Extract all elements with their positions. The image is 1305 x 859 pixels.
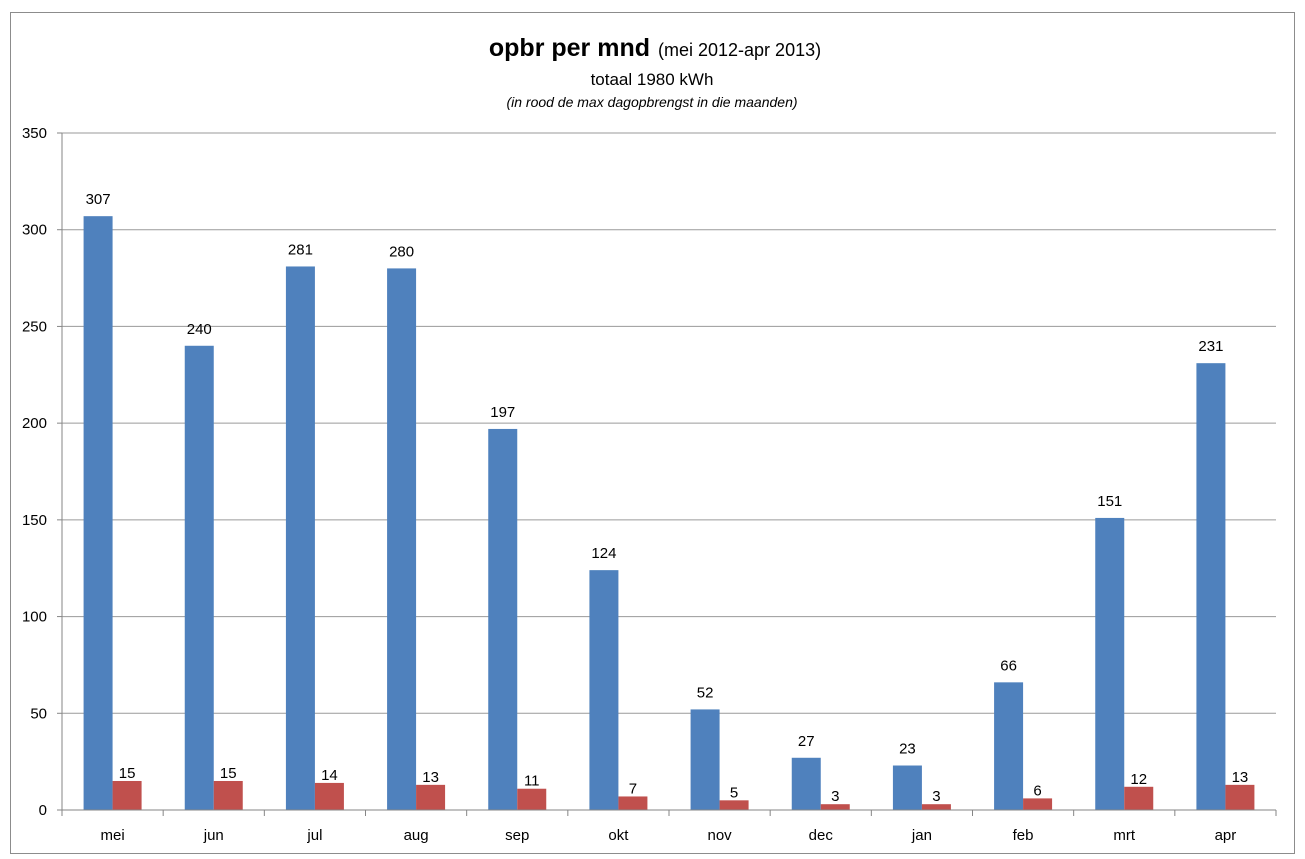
x-tick-label: jun: [203, 827, 224, 844]
bar-monthly-sep: [488, 428, 518, 810]
chart-title-suffix: (mei 2012-apr 2013): [658, 40, 821, 60]
bar-max-day-jun: [213, 780, 243, 810]
bar-monthly-mrt: [1095, 517, 1125, 810]
y-tick-label: 250: [22, 318, 47, 335]
bar-max-day-okt: [618, 796, 648, 810]
x-tick-label: feb: [1013, 827, 1034, 844]
data-labels: 3071524015281142801319711124752527323366…: [86, 191, 1249, 805]
bar-max-day-aug: [416, 784, 446, 810]
y-tick-label: 50: [30, 705, 47, 722]
chart-frame: [10, 12, 1295, 854]
x-tick-label: mei: [100, 827, 124, 844]
data-label: 13: [1232, 769, 1249, 786]
bar-max-day-apr: [1225, 784, 1255, 810]
data-label: 14: [321, 767, 338, 784]
bar-max-day-sep: [517, 788, 547, 810]
x-tick-label: mrt: [1113, 827, 1135, 844]
data-label: 240: [187, 321, 212, 338]
chart-subtitle: totaal 1980 kWh: [591, 70, 714, 89]
y-tick-label: 150: [22, 512, 47, 529]
bar-monthly-apr: [1196, 363, 1226, 810]
x-tick-label: aug: [404, 827, 429, 844]
bar-monthly-jun: [184, 345, 214, 810]
chart-note: (in rood de max dagopbrengst in die maan…: [506, 94, 797, 110]
data-label: 15: [220, 765, 237, 782]
data-label: 197: [490, 404, 515, 421]
data-label: 23: [899, 741, 916, 758]
x-tick-label: apr: [1215, 827, 1237, 844]
bar-monthly-jul: [285, 266, 315, 811]
data-label: 7: [629, 780, 637, 797]
bar-monthly-aug: [387, 268, 417, 810]
data-label: 231: [1198, 338, 1223, 355]
data-label: 151: [1097, 493, 1122, 510]
data-label: 124: [591, 545, 616, 562]
bar-monthly-jan: [892, 765, 922, 810]
x-tick-label: nov: [707, 827, 732, 844]
bar-monthly-feb: [994, 682, 1024, 810]
x-tick-label: dec: [809, 827, 834, 844]
data-label: 6: [1033, 782, 1041, 799]
bars: [83, 216, 1255, 811]
bar-max-day-jul: [314, 782, 344, 810]
bar-monthly-mei: [83, 216, 113, 810]
bar-max-day-jan: [921, 804, 951, 810]
data-label: 3: [831, 788, 839, 805]
y-tick-label: 200: [22, 415, 47, 432]
data-label: 280: [389, 243, 414, 260]
x-tick-label: sep: [505, 827, 529, 844]
y-tick-label: 300: [22, 222, 47, 239]
data-label: 13: [422, 769, 439, 786]
chart-title: opbr per mnd: [489, 34, 650, 62]
y-tick-label: 0: [39, 802, 47, 819]
bar-max-day-mrt: [1124, 786, 1154, 810]
bar-monthly-nov: [690, 709, 720, 810]
data-label: 66: [1000, 657, 1017, 674]
data-label: 11: [524, 773, 540, 790]
gridlines: [62, 132, 1276, 714]
bar-max-day-mei: [112, 780, 142, 810]
x-tick-label: okt: [608, 827, 629, 844]
data-label: 307: [86, 191, 111, 208]
data-label: 5: [730, 784, 738, 801]
data-label: 12: [1130, 771, 1147, 788]
axes: 0 50 100 150 200 250 300 350 mei jun jul aug sep okt n…: [22, 125, 1277, 844]
x-tick-label: jul: [306, 827, 322, 844]
bar-max-day-dec: [820, 804, 850, 810]
data-label: 3: [932, 788, 940, 805]
data-label: 52: [697, 684, 714, 701]
data-label: 15: [119, 765, 136, 782]
bar-monthly-okt: [589, 570, 619, 810]
x-tick-label: jan: [911, 827, 932, 844]
y-tick-label: 100: [22, 609, 47, 626]
bar-max-day-feb: [1023, 798, 1053, 810]
data-label: 281: [288, 241, 313, 258]
bar-monthly-dec: [791, 757, 821, 810]
bar-max-day-nov: [719, 800, 749, 810]
y-tick-label: 350: [22, 125, 47, 142]
data-label: 27: [798, 733, 815, 750]
